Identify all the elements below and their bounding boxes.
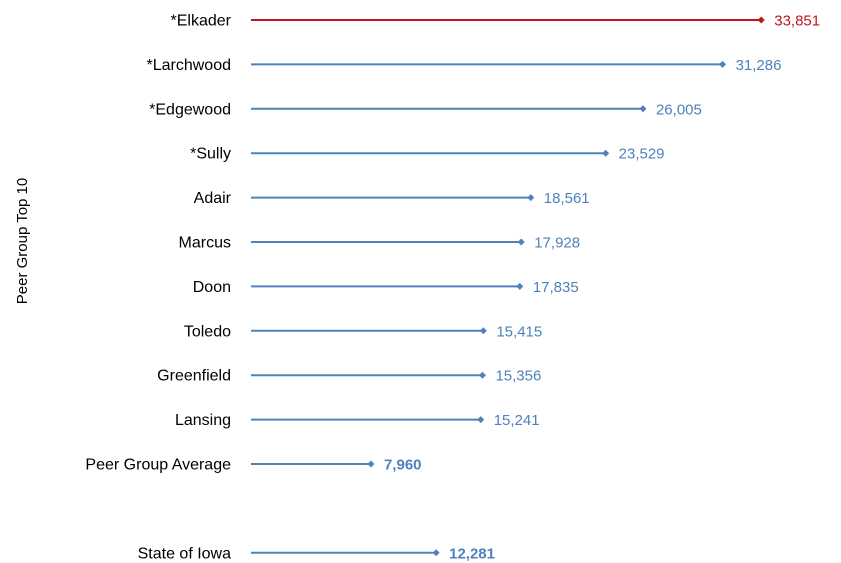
value-marker: [719, 60, 727, 68]
value-label: 12,281: [449, 545, 495, 562]
value-label: 33,851: [774, 13, 820, 30]
value-marker: [367, 460, 375, 468]
category-label: Lansing: [175, 412, 231, 429]
value-label: 17,928: [534, 235, 580, 252]
value-marker: [477, 416, 485, 424]
value-label: 15,241: [494, 412, 540, 429]
value-label: 23,529: [619, 146, 665, 163]
value-marker: [757, 16, 765, 24]
value-label: 7,960: [384, 457, 422, 474]
category-label: Toledo: [184, 323, 231, 340]
category-label: Doon: [193, 279, 231, 296]
value-marker: [478, 371, 486, 379]
value-label: 31,286: [736, 57, 782, 74]
value-label: 26,005: [656, 101, 702, 118]
category-label: *Edgewood: [149, 101, 231, 118]
value-label: 15,415: [496, 323, 542, 340]
value-label: 15,356: [495, 368, 541, 385]
category-label: *Larchwood: [147, 57, 232, 74]
category-label: Adair: [194, 190, 232, 207]
value-marker: [432, 549, 440, 557]
value-marker: [602, 149, 610, 157]
value-marker: [527, 194, 535, 202]
category-label: *Sully: [190, 146, 231, 163]
value-label: 17,835: [533, 279, 579, 296]
chart-marks: *Elkader 33,851 *Larchwood 31,286 *Edgewood 2…: [85, 13, 820, 563]
value-marker: [517, 238, 525, 246]
category-label: Peer Group Average: [85, 457, 231, 474]
category-label: Greenfield: [157, 368, 231, 385]
value-marker: [516, 282, 524, 290]
value-marker: [479, 327, 487, 335]
value-label: 18,561: [544, 190, 590, 207]
category-label: Marcus: [179, 235, 231, 252]
category-label: *Elkader: [171, 13, 232, 30]
y-axis-title: Peer Group Top 10: [14, 178, 31, 304]
category-label: State of Iowa: [138, 545, 231, 562]
value-marker: [639, 105, 647, 113]
